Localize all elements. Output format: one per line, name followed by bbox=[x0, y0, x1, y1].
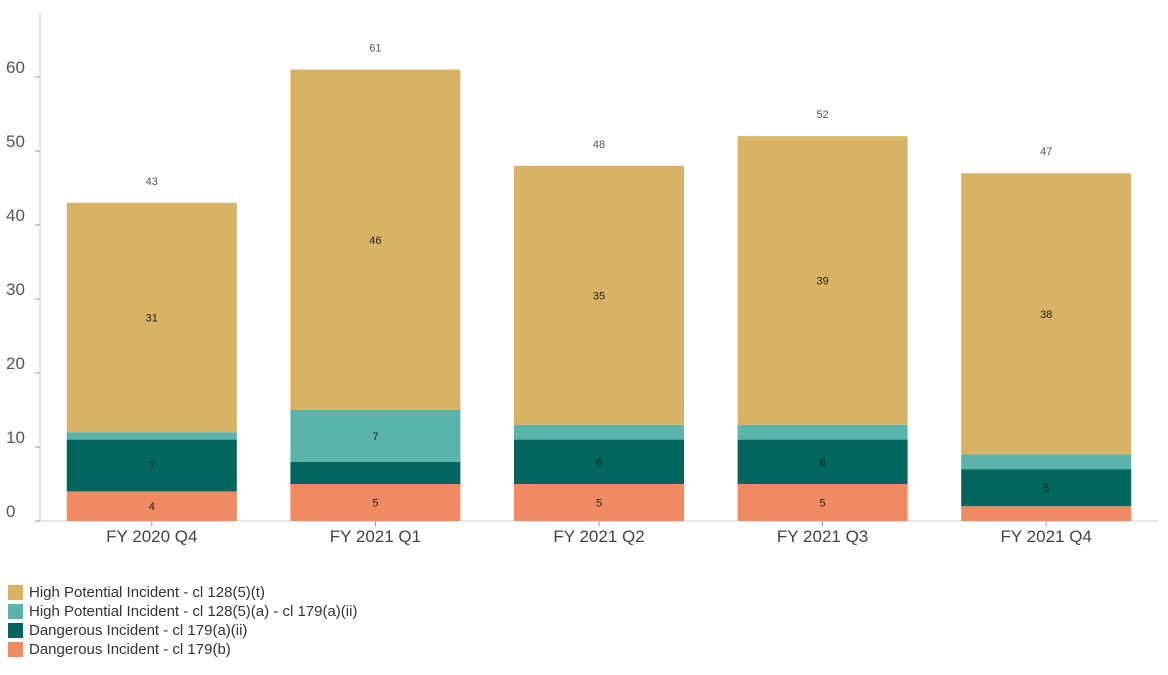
y-tick-label: 60 bbox=[6, 58, 25, 77]
y-tick-label: 0 bbox=[6, 502, 15, 521]
legend-label: High Potential Incident - cl 128(5)(t) bbox=[29, 584, 265, 601]
segment-data-label: 5 bbox=[1043, 483, 1049, 495]
bar-segment bbox=[961, 506, 1132, 521]
x-tick-label: FY 2020 Q4 bbox=[106, 527, 197, 546]
x-tick-label: FY 2021 Q4 bbox=[1001, 527, 1092, 546]
y-tick-label: 10 bbox=[6, 428, 25, 447]
bar-segment bbox=[66, 491, 237, 521]
bars bbox=[66, 69, 1132, 521]
bar-segment bbox=[737, 439, 908, 484]
legend-item: Dangerous Incident - cl 179(b) bbox=[8, 640, 357, 659]
bar-segment bbox=[514, 165, 684, 425]
bar-segment bbox=[66, 432, 237, 440]
y-tick-label: 50 bbox=[6, 132, 25, 151]
total-data-label: 52 bbox=[816, 109, 828, 121]
bar-segment bbox=[514, 439, 684, 484]
legend-item: High Potential Incident - cl 128(5)(a) -… bbox=[8, 602, 357, 621]
bar-segment bbox=[961, 454, 1132, 470]
legend-label: High Potential Incident - cl 128(5)(a) -… bbox=[29, 603, 358, 620]
bar-segment bbox=[290, 461, 461, 484]
legend-swatch bbox=[8, 623, 23, 638]
legend-swatch bbox=[8, 642, 23, 657]
segment-data-label: 46 bbox=[369, 235, 381, 247]
total-data-label: 47 bbox=[1040, 146, 1052, 158]
segment-data-label: 31 bbox=[146, 313, 158, 325]
total-data-label: 48 bbox=[593, 139, 605, 151]
y-tick-label: 40 bbox=[6, 206, 25, 225]
total-data-label: 61 bbox=[369, 43, 381, 55]
bar-segment bbox=[737, 136, 908, 425]
legend: High Potential Incident - cl 128(5)(t) Hi… bbox=[8, 583, 357, 659]
segment-data-label: 5 bbox=[372, 498, 378, 510]
bar-segment bbox=[737, 424, 908, 440]
total-data-label: 43 bbox=[146, 176, 158, 188]
segment-data-label: 6 bbox=[596, 457, 602, 469]
legend-label: Dangerous Incident - cl 179(b) bbox=[29, 641, 231, 658]
x-tick-label: FY 2021 Q1 bbox=[330, 527, 421, 546]
bar-segment bbox=[961, 173, 1132, 455]
bar-segment bbox=[66, 202, 237, 433]
bar-segment bbox=[514, 424, 684, 440]
x-tick-label: FY 2021 Q3 bbox=[777, 527, 868, 546]
legend-swatch bbox=[8, 585, 23, 600]
bar-segment bbox=[961, 469, 1132, 507]
segment-data-label: 5 bbox=[596, 498, 602, 510]
stacked-bar-chart: 0 10 20 30 40 50 60 FY 2020 Q4 FY 2021 Q1 FY 2021… bbox=[6, 12, 1158, 546]
bar-segment bbox=[290, 484, 461, 521]
bar-segment bbox=[66, 439, 237, 492]
segment-data-label: 7 bbox=[149, 461, 155, 473]
y-tick-label: 20 bbox=[6, 354, 25, 373]
segment-data-label: 7 bbox=[372, 431, 378, 443]
segment-data-label: 39 bbox=[816, 276, 828, 288]
legend-swatch bbox=[8, 604, 23, 619]
x-tick-label: FY 2021 Q2 bbox=[553, 527, 644, 546]
legend-item: High Potential Incident - cl 128(5)(t) bbox=[8, 583, 357, 602]
axes: 0 10 20 30 40 50 60 FY 2020 Q4 FY 2021 Q1 FY 2021… bbox=[6, 12, 1158, 546]
legend-item: Dangerous Incident - cl 179(a)(ii) bbox=[8, 621, 357, 640]
bar-segment bbox=[737, 484, 908, 521]
segment-data-label: 5 bbox=[820, 498, 826, 510]
legend-label: Dangerous Incident - cl 179(a)(ii) bbox=[29, 622, 248, 639]
bar-segment bbox=[290, 410, 461, 462]
segment-data-label: 38 bbox=[1040, 309, 1052, 321]
segment-data-label: 35 bbox=[593, 290, 605, 302]
bar-segment bbox=[514, 484, 684, 521]
y-tick-label: 30 bbox=[6, 280, 25, 299]
bar-segment bbox=[290, 69, 461, 410]
segment-data-label: 4 bbox=[149, 501, 155, 513]
segment-data-label: 6 bbox=[820, 457, 826, 469]
